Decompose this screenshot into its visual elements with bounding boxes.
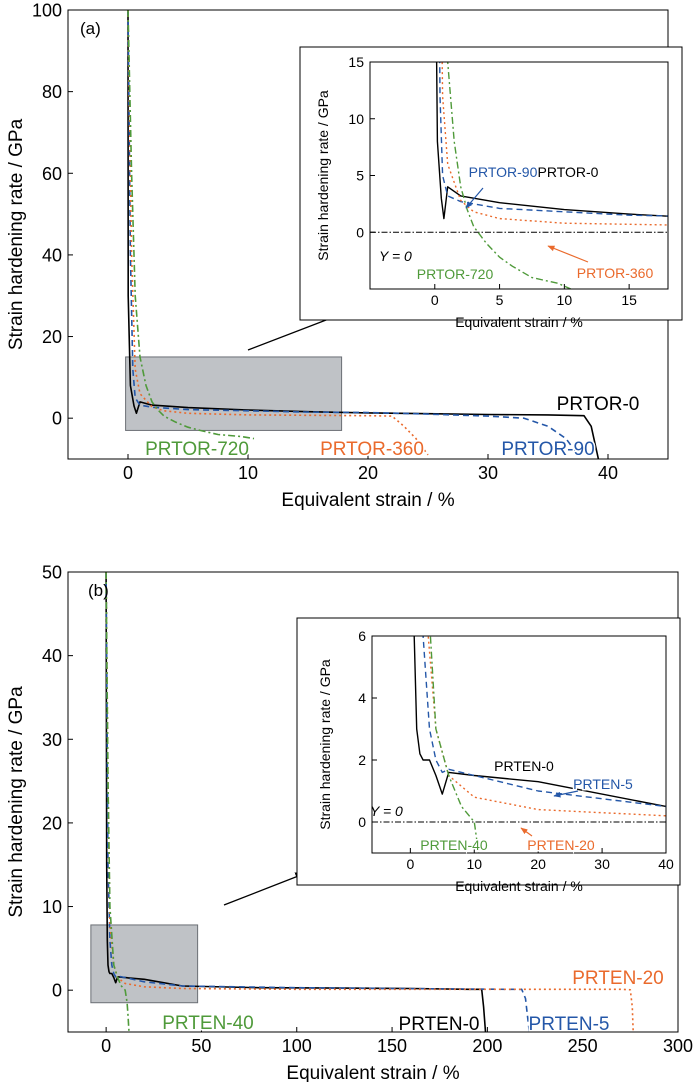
series-line-prtor-360 [127,10,429,456]
x-tick-label: 250 [568,1036,598,1056]
inset-x-tick-label: 15 [621,292,637,308]
y-tick-label: 60 [42,164,62,184]
y-tick-label: 40 [42,646,62,666]
series-annotation: PRTEN-0 [399,1014,480,1035]
series-line-prten-5 [105,572,531,1032]
series-annotation: PRTOR-720 [145,439,249,460]
inset-y-tick-label: 4 [358,690,366,706]
inset-y-tick-label: 0 [358,814,366,830]
inset-x-tick-label: 5 [496,292,504,308]
x-tick-label: 300 [663,1036,693,1056]
series-annotation: PRTOR-0 [557,394,640,415]
inset-y-tick-label: 0 [356,224,364,240]
inset-series-annotation: PRTEN-40 [420,837,488,853]
series-annotation: PRTEN-20 [572,968,664,989]
inset-x-tick-label: 10 [466,856,482,872]
series-line-prtor-90 [127,10,579,456]
inset-x-tick-label: 20 [530,856,546,872]
series-line-prtor-360 [441,62,668,226]
inset-annotation-arrow [547,245,589,263]
inset-series-annotation: PRTOR-0 [538,164,599,180]
inset-x-tick-label: 40 [658,856,674,872]
panel-label: (b) [88,581,109,600]
inset-y-tick-label: 5 [356,168,364,184]
inset-background [300,47,682,320]
y-tick-label: 80 [42,82,62,102]
inset-series-annotation: PRTEN-0 [494,758,554,774]
series-line-prten-40 [105,572,130,1032]
inset-y-tick-label: 2 [358,752,366,768]
inset-chart: 0 5 10 15 0 5 10 15 Equivalent strain / % Strain … [299,46,683,330]
inset-x-axis-label: Equivalent strain / % [455,314,583,330]
inset-series-annotation: PRTEN-5 [573,776,633,792]
inset-series-annotation: PRTOR-720 [417,266,494,282]
x-tick-label: 0 [101,1036,111,1056]
inset-series-annotation: PRTOR-360 [577,265,654,281]
series-annotation: PRTOR-360 [320,439,424,460]
y-tick-label: 50 [42,562,62,582]
inset-series-annotation: PRTEN-20 [527,837,595,853]
inset-y-tick-label: 15 [348,54,364,70]
series-line-prtor-0 [435,62,668,220]
zero-line-label: Y = 0 [379,248,412,264]
series-annotation: PRTEN-5 [529,1014,610,1035]
x-tick-label: 100 [282,1036,312,1056]
inset-y-axis-label: Strain hardening rate / GPa [315,90,331,261]
x-axis-label: Equivalent strain / % [281,490,454,511]
inset-x-axis-label: Equivalent strain / % [455,878,583,894]
chart-panel-b: 0 50 100 150 200 250 30001020304050Equivalent … [6,562,693,1082]
y-tick-label: 20 [42,327,62,347]
inset-frame [296,617,681,886]
y-tick-label: 10 [42,897,62,917]
x-tick-label: 50 [191,1036,211,1056]
y-axis-label: Strain hardening rate / GPa [6,118,27,350]
x-tick-label: 150 [377,1036,407,1056]
zoom-region-highlight [125,356,343,431]
inset-plot-frame [371,635,667,854]
x-tick-label: 0 [123,463,133,483]
x-axis-label: Equivalent strain / % [286,1063,459,1082]
y-tick-label: 20 [42,813,62,833]
inset-x-tick-label: 0 [406,856,414,872]
inset-chart: 0 10 20 30 40 0 2 4 6 Equivalent strain / % Strain… [296,617,681,894]
y-tick-label: 0 [52,981,62,1001]
series-annotation: PRTEN-40 [162,1013,254,1034]
series-line-prtor-90 [439,62,668,217]
series-annotation: PRTOR-90 [501,439,594,460]
inset-series-annotation: PRTOR-90 [469,164,538,180]
inset-frame [299,46,683,321]
inset-y-tick-label: 10 [348,111,364,127]
inset-y-axis-label: Strain hardening rate / GPa [317,659,333,830]
x-tick-label: 40 [598,463,618,483]
inset-background [297,618,680,885]
y-axis-label: Strain hardening rate / GPa [6,686,27,918]
inset-annotation-arrow [465,187,484,209]
y-tick-label: 0 [52,409,62,429]
x-tick-label: 10 [238,463,258,483]
inset-x-tick-label: 30 [594,856,610,872]
inset-x-tick-label: 0 [431,292,439,308]
inset-annotation-arrow [520,827,533,837]
series-line-prten-5 [422,636,666,808]
panel-label: (a) [80,19,101,38]
series-line-prten-0 [413,636,666,808]
y-tick-label: 100 [32,0,62,20]
x-tick-label: 30 [478,463,498,483]
series-line-prtor-720 [127,10,255,440]
zero-line-label: Y = 0 [370,803,403,819]
x-tick-label: 20 [358,463,378,483]
zoom-arrow [223,872,308,906]
y-tick-label: 40 [42,245,62,265]
inset-x-tick-label: 10 [557,292,573,308]
x-tick-label: 200 [472,1036,502,1056]
inset-annotation-arrow [553,790,579,798]
inset-y-tick-label: 6 [358,628,366,644]
y-tick-label: 30 [42,730,62,750]
